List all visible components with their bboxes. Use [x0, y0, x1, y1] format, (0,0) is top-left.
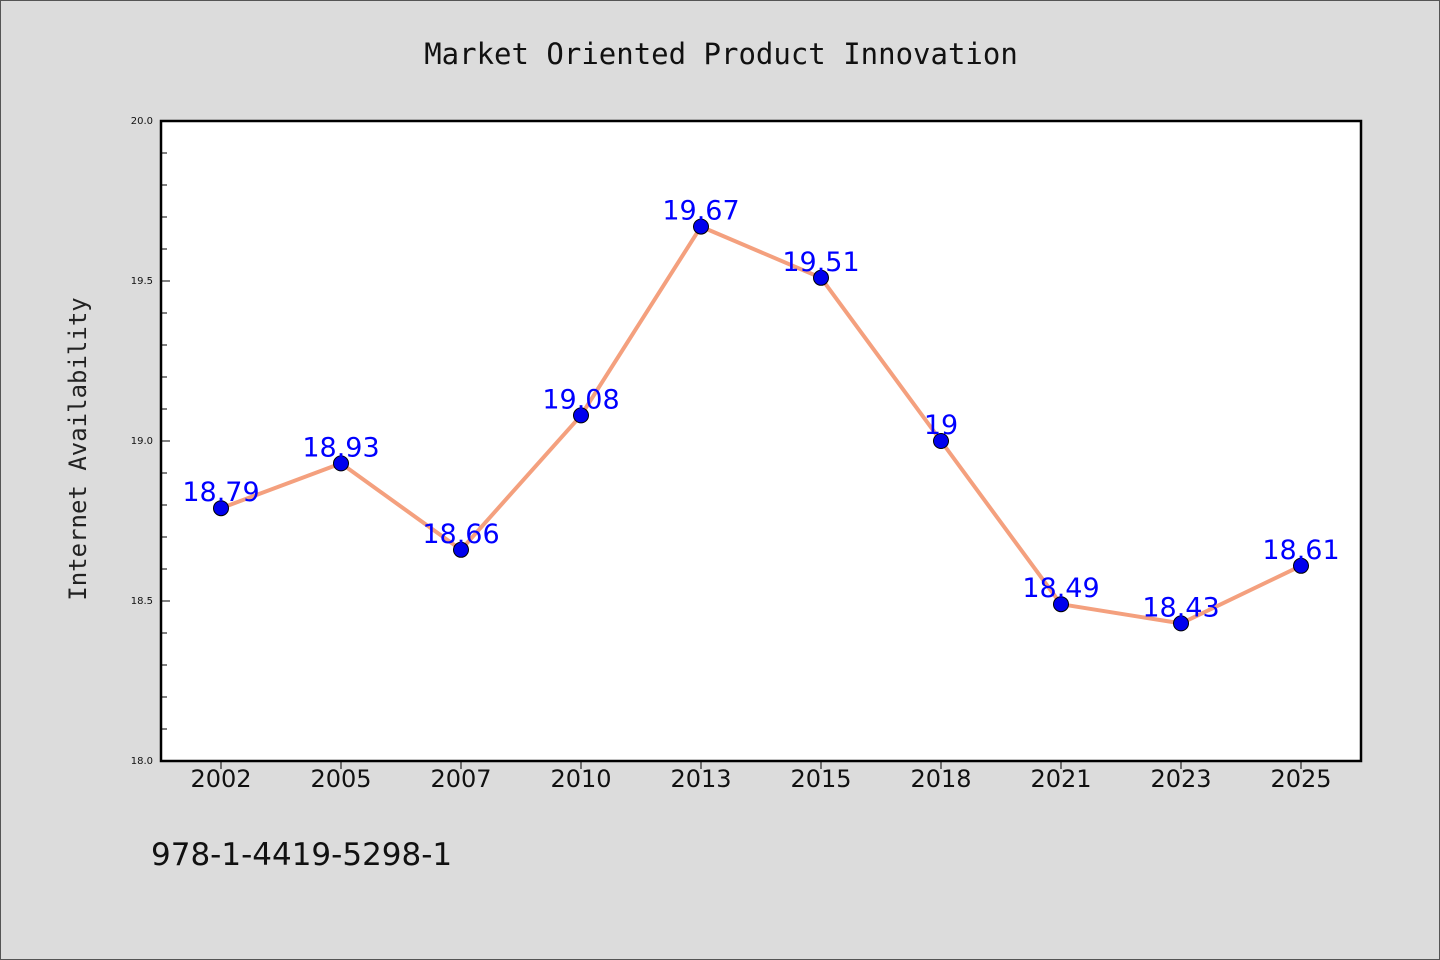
y-tick-label: 19.0 — [131, 436, 153, 447]
data-label: 18.43 — [1142, 592, 1219, 623]
y-tick-label: 20.0 — [131, 116, 153, 127]
data-point — [813, 269, 829, 286]
data-label: 19 — [924, 410, 958, 441]
x-tick-label: 2023 — [1150, 765, 1211, 793]
x-tick-label: 2010 — [550, 765, 611, 793]
chart-title: Market Oriented Product Innovation — [424, 37, 1018, 71]
isbn-footer: 978-1-4419-5298-1 — [151, 837, 452, 873]
x-tick-label: 2018 — [910, 765, 971, 793]
data-label: 18.79 — [182, 477, 259, 508]
x-tick-label: 2015 — [790, 765, 851, 793]
x-tick-label: 2025 — [1270, 765, 1331, 793]
x-tick-label: 2021 — [1030, 765, 1091, 793]
data-point — [453, 541, 469, 558]
plot-area — [159, 119, 1363, 763]
x-tick-label: 2013 — [670, 765, 731, 793]
y-axis-label: Internet Availability — [64, 297, 92, 600]
y-tick-label: 19.5 — [131, 276, 153, 287]
data-label: 19.51 — [782, 247, 859, 278]
data-point — [333, 455, 349, 472]
y-tick-label: 18.0 — [131, 756, 153, 767]
x-tick-label: 2005 — [310, 765, 371, 793]
data-label: 18.49 — [1022, 573, 1099, 604]
y-tick-label: 18.5 — [131, 596, 153, 607]
x-axis-ticks: 2002 2005 2007 2010 2013 2015 2018 2021 2023 2025 — [190, 761, 1332, 793]
data-label: 19.67 — [662, 196, 739, 227]
data-point — [1293, 557, 1309, 574]
data-label: 18.66 — [422, 519, 499, 550]
data-point — [933, 433, 949, 449]
x-tick-label: 2007 — [430, 765, 491, 793]
y-axis-ticks: 18.0 18.5 19.0 19.5 20.0 — [131, 116, 170, 767]
data-point — [693, 218, 709, 235]
data-point — [213, 500, 229, 517]
data-label: 18.61 — [1262, 535, 1339, 566]
series-line — [220, 224, 1302, 626]
series-layer: 18.79 18.93 18.66 19.08 19.67 19.51 19 18.49 18.… — [182, 196, 1340, 632]
data-point — [1173, 615, 1189, 632]
data-label: 18.93 — [302, 432, 379, 463]
data-point — [573, 407, 589, 424]
data-point — [1053, 596, 1069, 613]
data-label: 19.08 — [542, 384, 619, 415]
x-tick-label: 2002 — [190, 765, 251, 793]
